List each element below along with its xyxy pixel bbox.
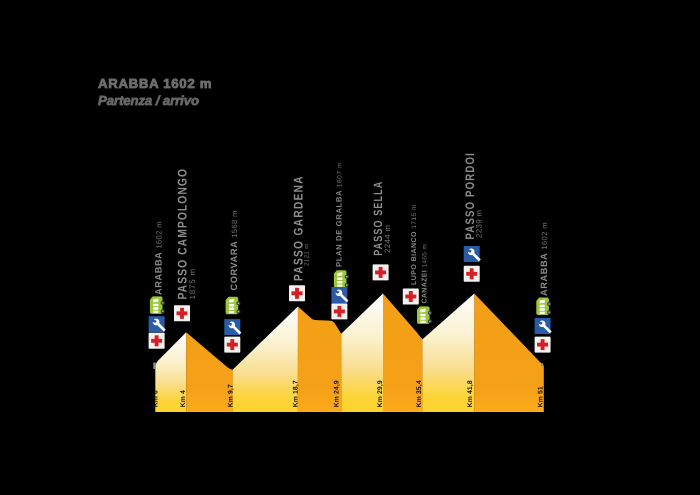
svg-text:PASSO PORDOI: PASSO PORDOI [463, 152, 477, 239]
svg-text:Km 9,7: Km 9,7 [227, 384, 234, 407]
svg-text:ARABBA 1602 m: ARABBA 1602 m [98, 76, 212, 91]
svg-text:ARABBA 1602 m: ARABBA 1602 m [154, 221, 164, 295]
svg-text:PASSO CAMPOLONGO: PASSO CAMPOLONGO [176, 168, 190, 300]
svg-text:LUPO BIANCO 1715 m: LUPO BIANCO 1715 m [411, 204, 418, 285]
svg-text:PASSO GARDENA: PASSO GARDENA [292, 175, 306, 281]
svg-text:Km 18,7: Km 18,7 [292, 380, 299, 407]
svg-text:Km 29,9: Km 29,9 [377, 380, 384, 407]
svg-text:Km 41,8: Km 41,8 [467, 380, 474, 407]
svg-text:CANAZEI 1465 m: CANAZEI 1465 m [422, 244, 429, 304]
svg-text:Km 4: Km 4 [180, 390, 187, 407]
svg-text:Partenza / arrivo: Partenza / arrivo [98, 93, 199, 108]
svg-text:2244 m: 2244 m [383, 225, 392, 253]
svg-text:Km 51: Km 51 [538, 386, 545, 407]
svg-text:PLAN DE GRALBA 1807 m: PLAN DE GRALBA 1807 m [335, 162, 344, 267]
svg-text:CORVARA 1568 m: CORVARA 1568 m [229, 210, 239, 290]
svg-text:2239 m: 2239 m [475, 210, 484, 238]
svg-text:PASSO SELLA: PASSO SELLA [371, 181, 385, 256]
svg-text:Km 0: Km 0 [153, 390, 160, 407]
svg-text:2121 m: 2121 m [304, 243, 311, 266]
svg-text:1875 m: 1875 m [188, 268, 197, 299]
svg-text:Km 24,9: Km 24,9 [333, 380, 340, 407]
svg-text:Km 35,4: Km 35,4 [416, 380, 423, 407]
svg-text:ARABBA 1602 m: ARABBA 1602 m [539, 222, 549, 296]
